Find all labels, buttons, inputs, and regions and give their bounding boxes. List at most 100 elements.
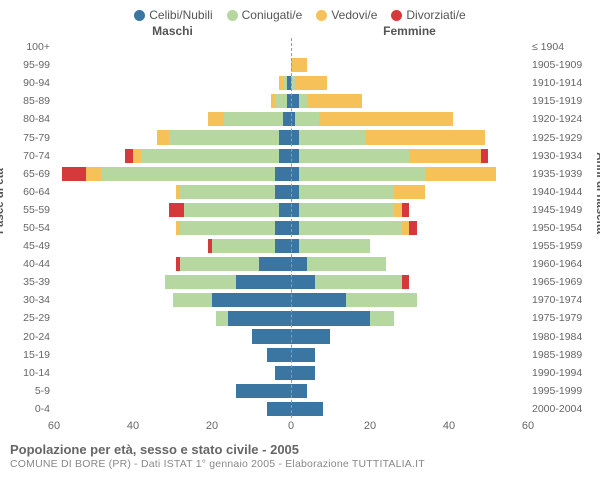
female-bar: [291, 237, 528, 255]
male-bar: [54, 382, 291, 400]
birth-label: 1975-1979: [532, 309, 590, 327]
age-label: 5-9: [10, 382, 50, 400]
bar-segment: [394, 185, 426, 199]
male-bar: [54, 237, 291, 255]
female-bar: [291, 309, 528, 327]
bar-segment: [180, 257, 259, 271]
x-tick: 0: [288, 420, 294, 432]
female-bar: [291, 291, 528, 309]
bar-segment: [307, 257, 386, 271]
male-bar: [54, 92, 291, 110]
bar-segment: [291, 275, 315, 289]
bar-segment: [275, 185, 291, 199]
bar-segment: [315, 275, 402, 289]
age-label: 90-94: [10, 74, 50, 92]
bar-segment: [295, 76, 327, 90]
age-label: 15-19: [10, 346, 50, 364]
bar-segment: [291, 402, 323, 416]
legend-swatch: [391, 10, 402, 21]
bar-segment: [275, 94, 287, 108]
bar-segment: [62, 167, 86, 181]
bar-segment: [291, 58, 307, 72]
bar-segment: [394, 203, 402, 217]
bar-segment: [402, 203, 410, 217]
female-bar: [291, 147, 528, 165]
legend-swatch: [134, 10, 145, 21]
population-pyramid-chart: Celibi/NubiliConiugati/eVedovi/eDivorzia…: [0, 0, 600, 500]
chart-title: Popolazione per età, sesso e stato civil…: [10, 442, 590, 457]
birth-label: 1980-1984: [532, 328, 590, 346]
male-bar: [54, 56, 291, 74]
male-bar: [54, 74, 291, 92]
bar-segment: [212, 293, 291, 307]
bar-segment: [299, 203, 394, 217]
birth-label: 1990-1994: [532, 364, 590, 382]
bar-segment: [141, 149, 279, 163]
x-tick: 60: [48, 420, 60, 432]
female-bar: [291, 56, 528, 74]
age-label: 10-14: [10, 364, 50, 382]
bar-segment: [224, 112, 283, 126]
birth-label: 1950-1954: [532, 219, 590, 237]
male-bar: [54, 165, 291, 183]
bar-segment: [279, 149, 291, 163]
female-bar: [291, 92, 528, 110]
right-axis-title: Anni di nascita: [594, 152, 600, 234]
birth-label: 1965-1969: [532, 273, 590, 291]
age-label: 45-49: [10, 237, 50, 255]
legend-item: Divorziati/e: [391, 8, 465, 22]
male-bar: [54, 255, 291, 273]
birth-label: 1925-1929: [532, 128, 590, 146]
left-axis-title: Fasce di età: [0, 168, 6, 234]
male-bar: [54, 219, 291, 237]
chart-area: Fasce di età 100+95-9990-9485-8980-8475-…: [10, 38, 590, 418]
bar-segment: [299, 239, 370, 253]
female-bar: [291, 382, 528, 400]
birth-label: 1970-1974: [532, 291, 590, 309]
bar-segment: [291, 149, 299, 163]
bar-segment: [169, 203, 185, 217]
bar-segment: [101, 167, 275, 181]
age-label: 30-34: [10, 291, 50, 309]
male-bar: [54, 201, 291, 219]
x-tick: 40: [127, 420, 139, 432]
bar-segment: [299, 167, 425, 181]
bar-segment: [402, 275, 410, 289]
female-bar: [291, 110, 528, 128]
bar-segment: [86, 167, 102, 181]
birth-label: 1940-1944: [532, 183, 590, 201]
male-bar: [54, 400, 291, 418]
age-label: 0-4: [10, 400, 50, 418]
age-label: 20-24: [10, 328, 50, 346]
column-headers: Maschi Femmine: [10, 24, 590, 38]
bar-segment: [291, 384, 307, 398]
x-tick: 20: [364, 420, 376, 432]
bar-segment: [409, 221, 417, 235]
bar-segment: [283, 112, 291, 126]
x-axis: 6040200204060: [10, 420, 590, 434]
bar-segment: [291, 94, 299, 108]
bar-segment: [157, 130, 169, 144]
birth-label: 1905-1909: [532, 56, 590, 74]
bar-segment: [307, 94, 362, 108]
bar-segment: [425, 167, 496, 181]
bar-segment: [184, 203, 279, 217]
age-label: 100+: [10, 38, 50, 56]
male-bar: [54, 309, 291, 327]
age-label: 75-79: [10, 128, 50, 146]
bar-segment: [291, 329, 330, 343]
bar-segment: [169, 130, 280, 144]
bar-segment: [481, 149, 489, 163]
age-label: 65-69: [10, 165, 50, 183]
male-bar: [54, 183, 291, 201]
bar-segment: [165, 275, 236, 289]
birth-label: 1910-1914: [532, 74, 590, 92]
legend-item: Coniugati/e: [227, 8, 303, 22]
female-bar: [291, 74, 528, 92]
bar-segment: [291, 348, 315, 362]
bar-segment: [370, 311, 394, 325]
center-line: [291, 38, 292, 418]
bar-segment: [275, 167, 291, 181]
legend-label: Celibi/Nubili: [149, 8, 212, 22]
bar-segment: [275, 221, 291, 235]
